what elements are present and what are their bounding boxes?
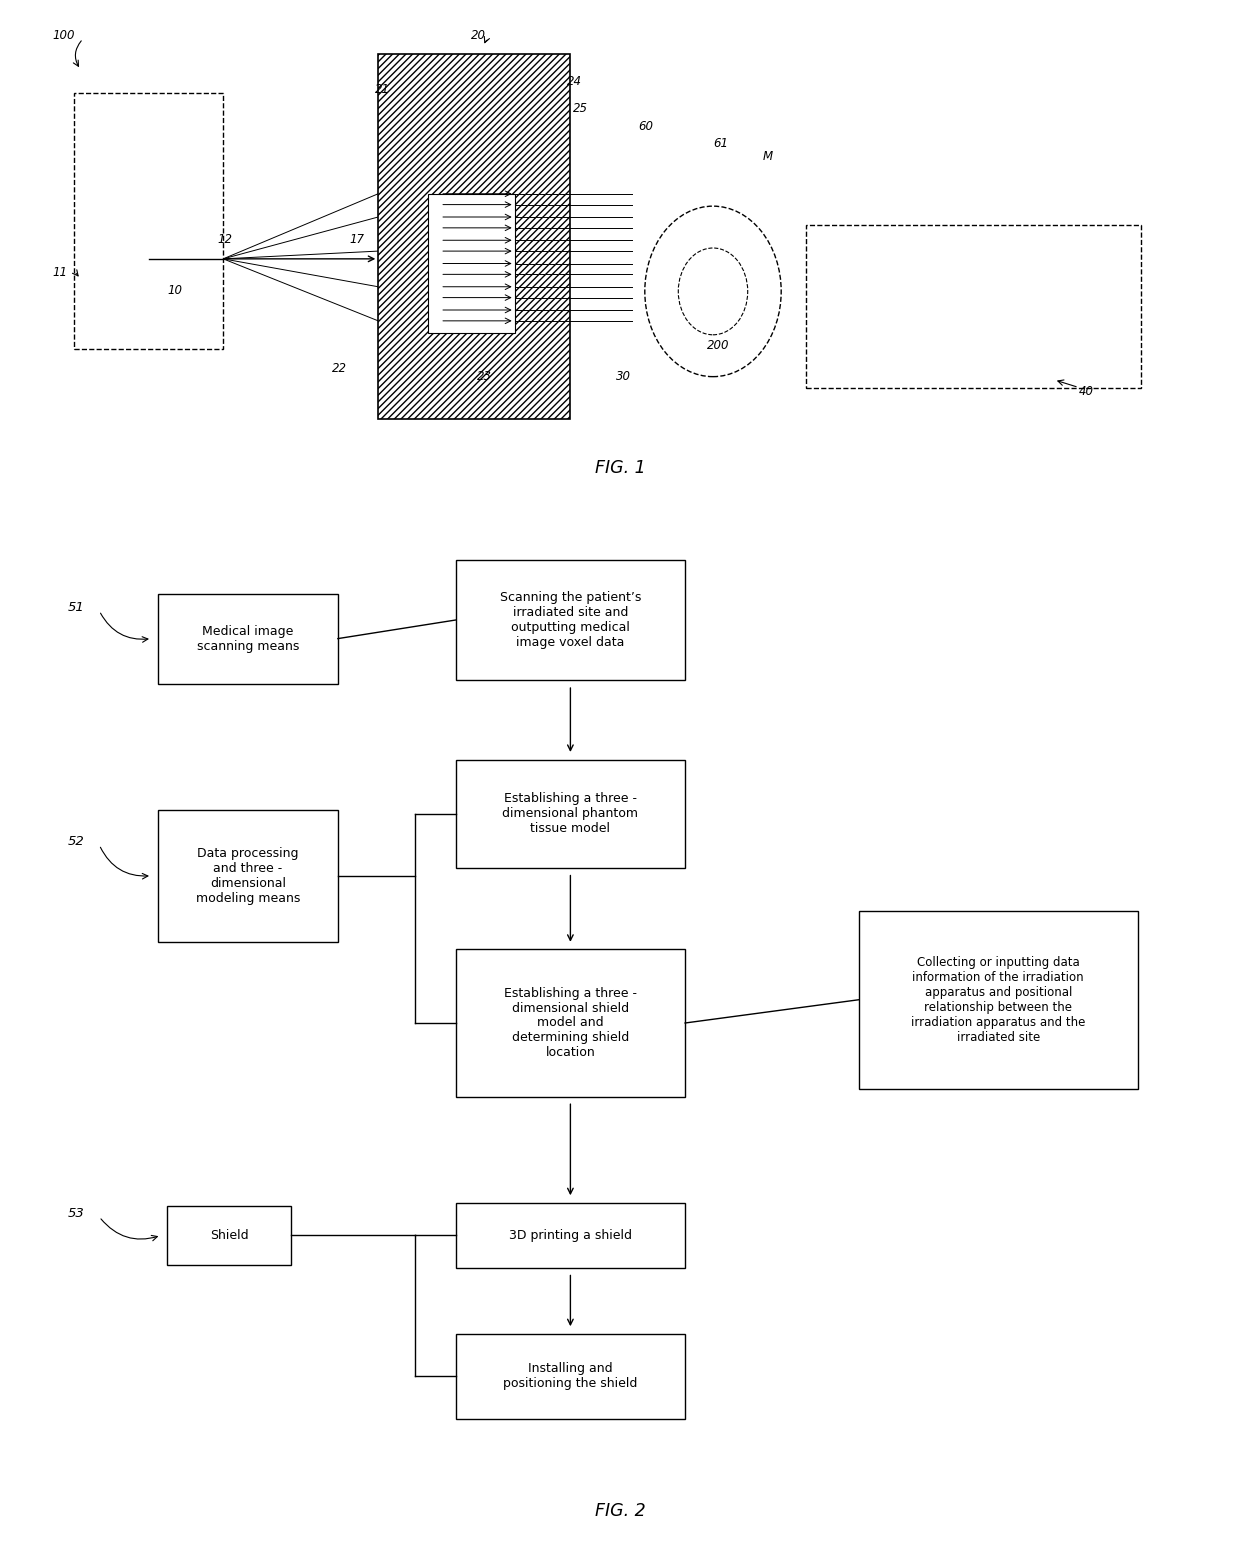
FancyBboxPatch shape bbox=[456, 760, 684, 868]
Text: 21: 21 bbox=[374, 84, 389, 96]
Text: M: M bbox=[763, 150, 773, 163]
Text: 3D printing a shield: 3D printing a shield bbox=[508, 1229, 632, 1242]
Text: Collecting or inputting data
information of the irradiation
apparatus and positi: Collecting or inputting data information… bbox=[911, 956, 1085, 1043]
Text: 17: 17 bbox=[350, 234, 365, 246]
Text: 22: 22 bbox=[332, 363, 347, 375]
Text: FIG. 1: FIG. 1 bbox=[595, 459, 645, 477]
FancyBboxPatch shape bbox=[806, 225, 1141, 388]
Text: Establishing a three -
dimensional shield
model and
determining shield
location: Establishing a three - dimensional shiel… bbox=[503, 986, 637, 1060]
Text: 25: 25 bbox=[573, 102, 588, 115]
Text: 11: 11 bbox=[52, 267, 67, 279]
FancyBboxPatch shape bbox=[456, 1333, 684, 1420]
FancyBboxPatch shape bbox=[159, 809, 337, 941]
FancyBboxPatch shape bbox=[456, 1203, 684, 1268]
FancyBboxPatch shape bbox=[378, 54, 570, 418]
Text: FIG. 2: FIG. 2 bbox=[595, 1502, 645, 1521]
Text: 61: 61 bbox=[713, 138, 728, 150]
Text: Scanning the patient’s
irradiated site and
outputting medical
image voxel data: Scanning the patient’s irradiated site a… bbox=[500, 591, 641, 649]
Text: 24: 24 bbox=[567, 76, 582, 88]
FancyBboxPatch shape bbox=[456, 949, 684, 1097]
Text: Establishing a three -
dimensional phantom
tissue model: Establishing a three - dimensional phant… bbox=[502, 792, 639, 835]
FancyBboxPatch shape bbox=[74, 93, 223, 349]
Text: 100: 100 bbox=[52, 29, 74, 42]
Text: Shield: Shield bbox=[210, 1229, 249, 1242]
FancyBboxPatch shape bbox=[167, 1206, 291, 1265]
Text: Medical image
scanning means: Medical image scanning means bbox=[197, 625, 299, 653]
FancyBboxPatch shape bbox=[456, 560, 684, 680]
Text: 12: 12 bbox=[217, 234, 232, 246]
FancyBboxPatch shape bbox=[858, 911, 1138, 1088]
FancyBboxPatch shape bbox=[159, 594, 337, 684]
Text: 23: 23 bbox=[477, 370, 492, 383]
Text: 51: 51 bbox=[68, 601, 86, 614]
Text: 10: 10 bbox=[167, 285, 182, 298]
Text: 60: 60 bbox=[639, 121, 653, 133]
Text: 40: 40 bbox=[1079, 386, 1094, 398]
Text: 200: 200 bbox=[707, 339, 729, 352]
Text: 20: 20 bbox=[471, 29, 486, 42]
Text: 30: 30 bbox=[616, 370, 631, 383]
Text: 52: 52 bbox=[68, 835, 86, 848]
FancyBboxPatch shape bbox=[428, 194, 515, 333]
Text: 53: 53 bbox=[68, 1207, 86, 1220]
Text: Data processing
and three -
dimensional
modeling means: Data processing and three - dimensional … bbox=[196, 846, 300, 905]
Text: Installing and
positioning the shield: Installing and positioning the shield bbox=[503, 1362, 637, 1390]
